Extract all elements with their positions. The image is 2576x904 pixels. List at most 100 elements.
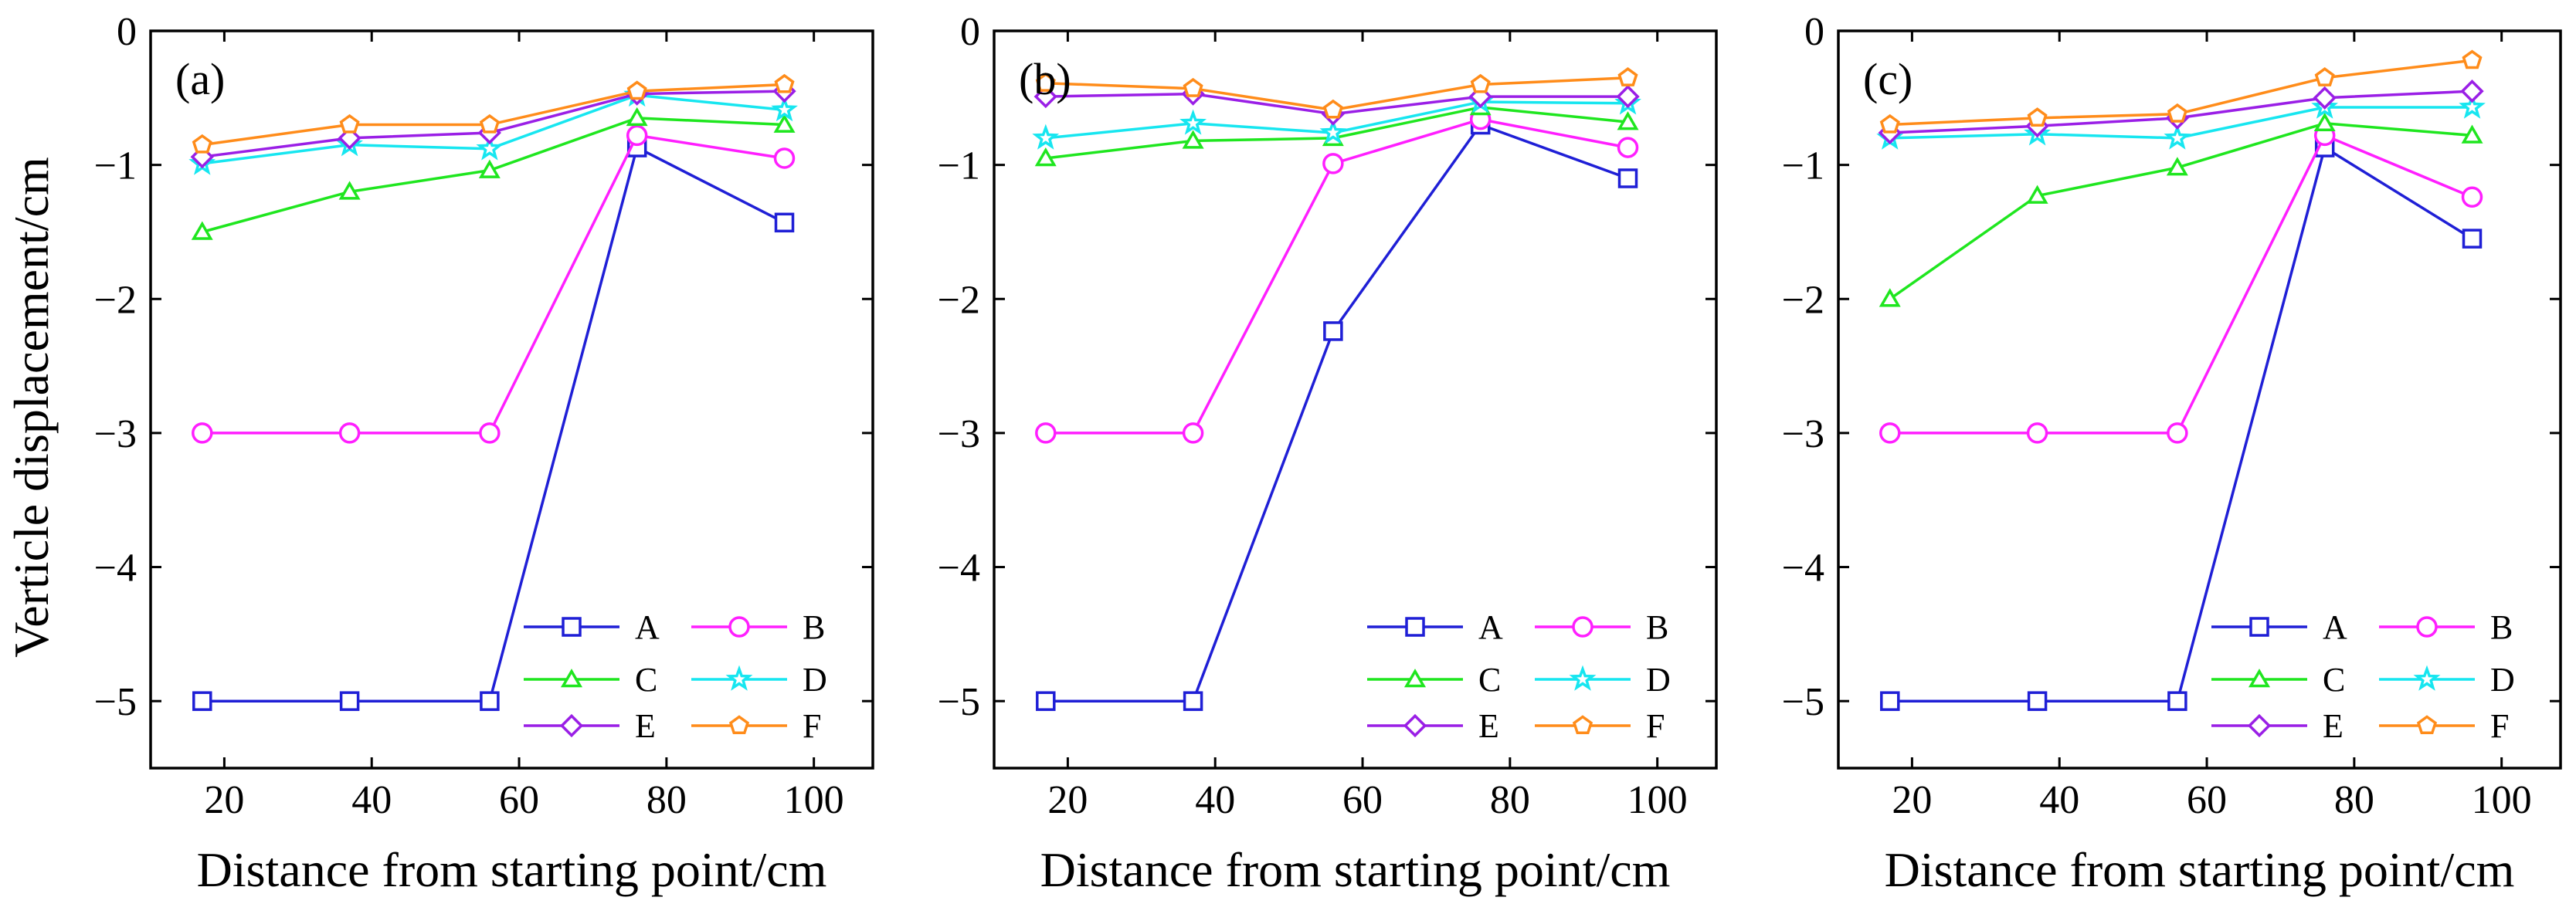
x-tick-label: 40 <box>1195 778 1235 822</box>
x-tick-label: 80 <box>647 778 687 822</box>
data-point-D <box>2459 93 2486 119</box>
data-point-B <box>1617 137 1639 158</box>
data-point-C <box>2313 112 2336 132</box>
data-point-D <box>2164 124 2191 150</box>
x-tick-label: 20 <box>1047 778 1088 822</box>
data-point-C <box>1182 130 1204 149</box>
legend-marker-B <box>1572 616 1593 638</box>
legend-label: C <box>1478 661 1501 699</box>
data-point-E <box>1616 84 1640 109</box>
legend-item-E: E <box>2211 707 2344 745</box>
panel-a: 20 40 60 80 100 0 −1 −2 −3 −4 −5 (a) Distance from s… <box>4 10 874 897</box>
legend-marker-C <box>1403 669 1427 688</box>
data-point-B <box>479 422 501 444</box>
legend-item-B: B <box>2379 608 2513 646</box>
data-point-F <box>1470 73 1491 93</box>
data-point-B <box>626 124 648 147</box>
legend-item-B: B <box>1535 608 1668 646</box>
data-point-C <box>478 159 501 178</box>
x-axis-title: Distance from starting point/cm <box>197 842 827 897</box>
x-axis-title: Distance from starting point/cm <box>1040 842 1671 897</box>
legend-item-F: F <box>691 707 821 745</box>
legend-label: D <box>1646 661 1671 699</box>
series-B <box>1035 108 1639 444</box>
legend: A B C D E F <box>1367 608 1671 745</box>
x-tick-label: 100 <box>2472 778 2532 822</box>
y-tick-label: −3 <box>1782 412 1824 456</box>
legend-marker-E <box>559 713 584 738</box>
x-tick-label: 60 <box>1342 778 1383 822</box>
x-tick-label: 20 <box>1892 778 1932 822</box>
data-point-D <box>476 134 504 161</box>
y-tick-label: −1 <box>938 144 980 188</box>
legend-marker-D <box>2413 665 2441 691</box>
data-point-A <box>339 691 360 711</box>
data-point-F <box>2314 67 2335 86</box>
legend-marker-C <box>2248 669 2271 688</box>
legend-item-C: C <box>1367 661 1501 699</box>
legend-item-D: D <box>691 661 827 699</box>
legend-marker-F <box>1572 715 1593 735</box>
legend-label: C <box>2323 661 2345 699</box>
data-point-C <box>2461 124 2483 144</box>
data-point-D <box>771 96 798 122</box>
legend-label: A <box>635 608 660 646</box>
data-point-F <box>2167 103 2187 123</box>
legend-marker-B <box>728 616 750 638</box>
y-tick-label: −2 <box>94 278 137 322</box>
legend-label: A <box>2323 608 2347 646</box>
x-axis-title: Distance from starting point/cm <box>1885 842 2515 897</box>
data-point-A <box>2027 691 2048 711</box>
data-point-F <box>1617 67 1638 86</box>
x-tick-label: 20 <box>204 778 244 822</box>
data-point-E <box>2460 80 2484 103</box>
legend-label: F <box>803 707 821 745</box>
legend-label: A <box>1478 608 1503 646</box>
legend-marker-B <box>2416 616 2438 638</box>
data-point-B <box>1879 422 1901 444</box>
data-point-F <box>339 113 360 134</box>
y-tick-label: −5 <box>94 680 137 724</box>
series-F <box>1879 49 2483 134</box>
legend-label: B <box>2490 608 2513 646</box>
data-point-B <box>2167 422 2188 444</box>
data-point-F <box>479 113 500 134</box>
legend-item-D: D <box>1535 661 1671 699</box>
x-tick-label: 80 <box>2334 778 2374 822</box>
panel-c: 20 40 60 80 100 0 −1 −2 −3 −4 −5 (c) Distance from s… <box>1782 10 2562 897</box>
legend-marker-D <box>1569 665 1597 691</box>
panel-b: 20 40 60 80 100 0 −1 −2 −3 −4 −5 (b) Distance from s… <box>938 10 1718 897</box>
legend-item-C: C <box>524 661 657 699</box>
y-tick-label: −4 <box>938 547 980 591</box>
data-point-F <box>2027 107 2048 127</box>
data-point-D <box>1032 124 1060 150</box>
panel-label: (a) <box>175 54 225 104</box>
data-point-A <box>1036 691 1056 711</box>
legend-marker-A <box>2249 617 2269 637</box>
legend-item-A: A <box>1367 608 1503 646</box>
legend-item-E: E <box>1367 707 1499 745</box>
legend-item-F: F <box>1535 707 1665 745</box>
y-tick-label: −4 <box>1782 547 1824 591</box>
data-point-C <box>2026 185 2048 204</box>
data-point-B <box>2026 422 2048 444</box>
x-tick-label: 80 <box>1490 778 1530 822</box>
legend-marker-D <box>725 665 753 691</box>
series-F <box>1035 67 1638 119</box>
legend-item-B: B <box>691 608 825 646</box>
legend-item-C: C <box>2211 661 2345 699</box>
data-point-F <box>1035 73 1056 92</box>
y-tick-label: −5 <box>938 680 980 724</box>
data-point-C <box>626 107 648 127</box>
x-tick-label: 40 <box>351 778 392 822</box>
y-tick-label: −3 <box>938 412 980 456</box>
x-tick-label: 40 <box>2039 778 2079 822</box>
panel-label: (c) <box>1863 54 1912 104</box>
legend-item-F: F <box>2379 707 2509 745</box>
series-line-B <box>202 134 785 435</box>
data-point-C <box>191 221 213 240</box>
legend-label: B <box>1646 608 1668 646</box>
data-point-B <box>1182 422 1204 444</box>
legend-marker-A <box>1405 617 1425 637</box>
